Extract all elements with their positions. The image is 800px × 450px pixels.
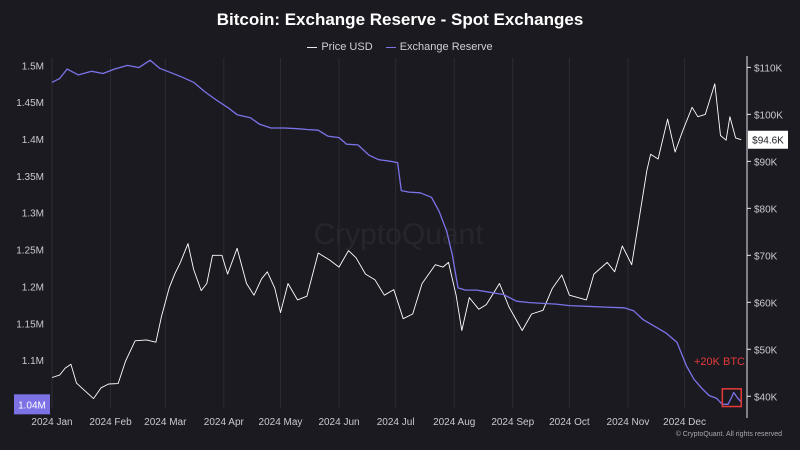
- left-tick-label: 1.35M: [16, 172, 44, 183]
- annotation-label: +20K BTC: [694, 356, 745, 368]
- legend-item-price[interactable]: Price USD: [307, 41, 373, 54]
- x-tick-label: 2024 Mar: [144, 417, 187, 428]
- x-tick-label: 2024 May: [259, 417, 303, 428]
- left-tick-label: 1.4M: [22, 135, 44, 146]
- left-tick-label: 1.25M: [16, 246, 44, 257]
- exchange-reserve-line: [51, 59, 742, 405]
- left-current-value-label: 1.04M: [18, 400, 46, 411]
- x-tick-label: 2024 Oct: [549, 417, 590, 428]
- right-tick-label: $80K: [754, 204, 778, 215]
- price-line: [51, 83, 742, 400]
- chart-title: Bitcoin: Exchange Reserve - Spot Exchang…: [216, 10, 584, 29]
- x-tick-label: 2024 Feb: [89, 417, 132, 428]
- watermark-text: CryptoQuant: [313, 218, 484, 251]
- right-tick-label: $100K: [754, 110, 783, 121]
- left-tick-label: 1.45M: [16, 98, 44, 109]
- left-current-value-badge: [14, 394, 50, 415]
- legend: Price USD Exchange Reserve: [0, 39, 800, 53]
- legend-swatch-price: [307, 46, 318, 48]
- x-tick-label: 2024 Sep: [491, 417, 534, 428]
- right-tick-label: $70K: [754, 251, 778, 262]
- right-current-value-badge: [748, 130, 788, 149]
- right-tick-label: $110K: [754, 63, 783, 74]
- x-tick-label: 2024 Jan: [31, 417, 72, 428]
- copyright-text: © CryptoQuant. All rights reserved: [675, 431, 782, 438]
- annotation-box: [721, 388, 742, 408]
- x-tick-label: 2024 Jun: [318, 417, 359, 428]
- legend-label-price: Price USD: [321, 41, 373, 54]
- left-tick-label: 1.5M: [22, 61, 44, 72]
- x-tick-label: 2024 Jul: [377, 417, 415, 428]
- x-tick-label: 2024 Apr: [204, 417, 245, 428]
- right-tick-label: $60K: [754, 298, 778, 309]
- legend-swatch-reserve: [385, 46, 396, 48]
- left-tick-label: 1.15M: [16, 319, 44, 330]
- x-tick-label: 2024 Dec: [663, 417, 706, 428]
- x-tick-label: 2024 Nov: [607, 417, 650, 428]
- left-tick-label: 1.1M: [22, 356, 44, 367]
- right-tick-label: $90K: [754, 157, 778, 168]
- right-tick-label: $40K: [754, 392, 778, 403]
- left-tick-label: 1.3M: [22, 209, 44, 220]
- legend-label-reserve: Exchange Reserve: [399, 41, 493, 54]
- right-current-value-label: $94.6K: [752, 136, 784, 147]
- right-tick-label: $50K: [754, 345, 778, 356]
- legend-item-reserve[interactable]: Exchange Reserve: [385, 41, 493, 54]
- x-tick-label: 2024 Aug: [433, 417, 475, 428]
- left-tick-label: 1.2M: [22, 282, 44, 293]
